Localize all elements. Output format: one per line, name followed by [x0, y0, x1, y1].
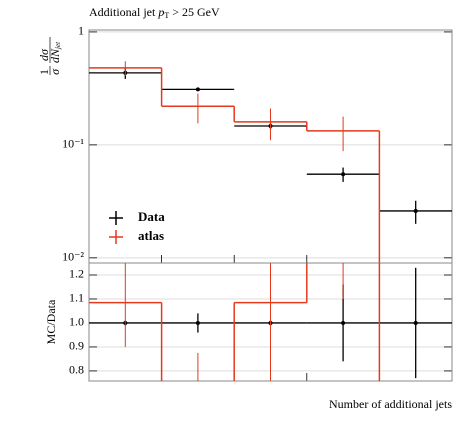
y-label-sigma: σ — [48, 68, 62, 75]
plot-area — [89, 263, 452, 381]
data-point — [195, 320, 200, 325]
y-label-den-text: dN — [48, 48, 62, 63]
legend-label: atlas — [138, 228, 164, 243]
y-tick-label: 1.2 — [69, 267, 84, 281]
data-point — [341, 320, 346, 325]
y-tick-label: 0.9 — [69, 339, 84, 353]
ratio-y-label: MC/Data — [44, 299, 58, 344]
title: Additional jet pT > 25 GeV — [89, 5, 220, 20]
y-label-den: dNjet — [48, 41, 62, 63]
title-var: p — [157, 5, 164, 19]
y-tick-label: 0.8 — [69, 363, 84, 377]
title-sub: T — [164, 11, 169, 20]
data-point — [341, 172, 346, 177]
data-point — [413, 320, 418, 325]
data-point — [413, 208, 418, 213]
y-label-num: dσ — [37, 48, 51, 61]
title-cut: > 25 GeV — [169, 5, 220, 19]
y-tick-label: 10⁻² — [62, 250, 84, 264]
legend-label: Data — [138, 209, 165, 224]
y-tick-label: 1.1 — [69, 291, 84, 305]
y-label-one: 1 — [37, 69, 51, 75]
y-label-sub: jet — [54, 41, 62, 50]
data-point — [195, 87, 200, 92]
plot-area — [89, 61, 452, 263]
y-tick-label: 1.0 — [69, 315, 84, 329]
title-text: Additional jet — [89, 5, 158, 19]
x-label: Number of additional jets — [329, 397, 452, 411]
y-tick-label: 1 — [78, 24, 84, 38]
y-tick-label: 10⁻¹ — [62, 137, 84, 151]
y-label: 1 σ dσ dNjet — [37, 37, 62, 75]
